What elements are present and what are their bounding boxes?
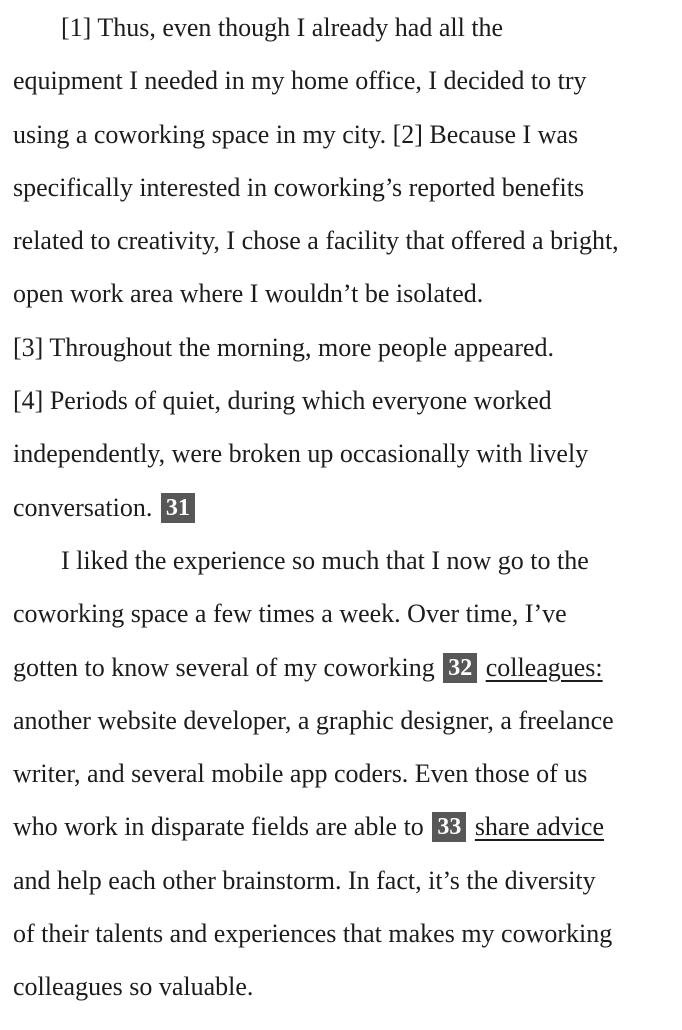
passage-line: related to creativity, I chose a facilit… [13, 226, 619, 256]
passage-line: equipment I needed in my home office, I … [13, 66, 587, 96]
passage-line: I liked the experience so much that I no… [61, 545, 589, 575]
passage-line: [4] Periods of quiet, during which every… [13, 386, 552, 416]
passage-line: specifically interested in coworking’s r… [13, 172, 585, 202]
passage-line: open work area where I wouldn’t be isola… [13, 279, 484, 309]
passage-line: another website developer, a graphic des… [13, 705, 614, 735]
passage-line: [1] Thus, even though I already had all … [61, 13, 504, 42]
passage-text: who work in disparate fields are able to [13, 812, 424, 842]
passage: [1] Thus, even though I already had all … [0, 8, 673, 1021]
passage-line: who work in disparate fields are able to… [13, 807, 673, 860]
question-number-box[interactable]: 31 [160, 492, 195, 523]
passage-line: writer, and several mobile app coders. E… [13, 759, 588, 789]
passage-line: independently, were broken up occasional… [13, 439, 589, 469]
passage-line: gotten to know several of my coworking 3… [13, 648, 673, 701]
passage-line: conversation. 31 [13, 488, 673, 541]
passage-line: and help each other brainstorm. In fact,… [13, 865, 596, 895]
underlined-text[interactable]: share advice [474, 812, 605, 842]
question-number-box[interactable]: 33 [432, 812, 467, 843]
passage-line: colleagues so valuable. [13, 972, 254, 1002]
passage-line: of their talents and experiences that ma… [13, 919, 613, 949]
passage-text: gotten to know several of my coworking [13, 652, 435, 682]
question-number-box[interactable]: 32 [443, 652, 478, 683]
passage-text: conversation. [13, 492, 153, 522]
passage-line: [3] Throughout the morning, more people … [13, 332, 555, 362]
underlined-text[interactable]: colleagues: [485, 652, 603, 682]
passage-line: coworking space a few times a week. Over… [13, 599, 567, 629]
passage-line: using a coworking space in my city. [2] … [13, 119, 579, 149]
